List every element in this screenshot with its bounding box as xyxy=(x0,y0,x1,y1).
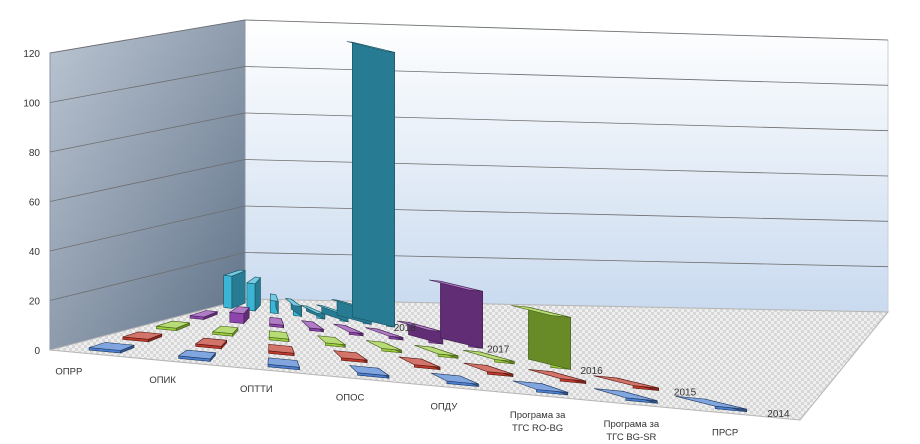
y-tick-label: 0 xyxy=(34,346,40,357)
bar xyxy=(223,269,247,309)
y-tick-label: 40 xyxy=(29,247,41,258)
category-label-line: ТГС RO-BG xyxy=(512,423,563,434)
category-label: ОПИК xyxy=(149,375,176,386)
bar xyxy=(348,365,390,379)
category-label-line: ОПДУ xyxy=(430,401,458,412)
bar xyxy=(429,279,483,349)
bar xyxy=(511,305,572,370)
category-label: ОПРР xyxy=(55,366,82,377)
y-tick-label: 60 xyxy=(29,198,41,209)
bar xyxy=(316,335,347,348)
bar xyxy=(284,297,302,317)
bar xyxy=(398,356,441,371)
bar xyxy=(528,369,587,384)
gridline xyxy=(49,205,246,252)
back-wall xyxy=(244,19,889,313)
gridline xyxy=(49,66,246,103)
bar xyxy=(332,350,369,364)
gridline xyxy=(49,252,246,301)
x-axis: ОПРР ОПИК ОПТТИ ОПОС ОПДУ Програма за ТГС RO-B… xyxy=(55,366,738,443)
category-label-line: ОПОС xyxy=(336,393,365,404)
series-label: 2015 xyxy=(674,388,697,399)
category-label: Програма за ТГС RO-BG xyxy=(510,410,566,434)
bar xyxy=(431,372,479,387)
bar xyxy=(269,316,285,329)
y-axis: 0 20 40 60 80 100 120 xyxy=(23,49,40,357)
category-label: ПРСР xyxy=(712,428,738,439)
bar xyxy=(268,343,295,357)
bar xyxy=(675,396,748,413)
bar xyxy=(194,337,228,350)
y-tick-label: 20 xyxy=(29,297,41,308)
bar xyxy=(333,323,364,337)
depth-axis: 2014 2015 2016 2017 2018 xyxy=(394,323,790,420)
category-label-line: ПРСР xyxy=(712,428,738,439)
bar xyxy=(366,340,402,354)
category-label: ОПОС xyxy=(336,393,365,404)
bar xyxy=(512,380,569,396)
bar xyxy=(211,325,239,337)
category-label-line: Програма за xyxy=(510,410,566,421)
bar xyxy=(122,331,163,343)
bar xyxy=(300,320,325,333)
bar xyxy=(463,362,514,378)
series-label: 2017 xyxy=(487,344,510,355)
bar xyxy=(397,320,444,345)
y-tick-label: 100 xyxy=(23,99,40,110)
category-label: ОПДУ xyxy=(430,401,458,412)
series-label: 2018 xyxy=(394,323,417,334)
bar xyxy=(189,310,218,320)
gridline xyxy=(49,19,246,54)
bar xyxy=(365,327,404,341)
category-label-line: ТГС BG-SR xyxy=(606,432,656,443)
category-label-line: ОПТТИ xyxy=(240,384,273,395)
category-label: Програма за ТГС BG-SR xyxy=(604,419,660,443)
gridline xyxy=(244,19,889,41)
series-label: 2014 xyxy=(767,409,790,420)
bar xyxy=(267,357,300,371)
bar xyxy=(246,276,262,312)
gridline xyxy=(49,159,246,202)
bar xyxy=(346,41,395,328)
bar xyxy=(269,293,279,315)
bar xyxy=(593,375,660,391)
bar xyxy=(228,306,250,325)
bar xyxy=(594,388,658,404)
series-label: 2016 xyxy=(581,366,604,377)
bars xyxy=(88,41,748,413)
floor xyxy=(49,298,890,421)
y-tick-label: 120 xyxy=(23,49,40,60)
gridline xyxy=(49,112,246,153)
category-label-line: ОПИК xyxy=(149,375,176,386)
bar xyxy=(462,349,515,365)
y-tick-label: 80 xyxy=(29,148,41,159)
side-wall xyxy=(49,19,246,351)
bar xyxy=(268,330,290,343)
bar xyxy=(414,345,459,359)
category-label-line: Програма за xyxy=(604,419,660,430)
bar xyxy=(177,349,217,363)
bar xyxy=(88,342,135,354)
category-label: ОПТТИ xyxy=(240,384,273,395)
bar xyxy=(156,320,190,332)
category-label-line: ОПРР xyxy=(55,366,82,377)
